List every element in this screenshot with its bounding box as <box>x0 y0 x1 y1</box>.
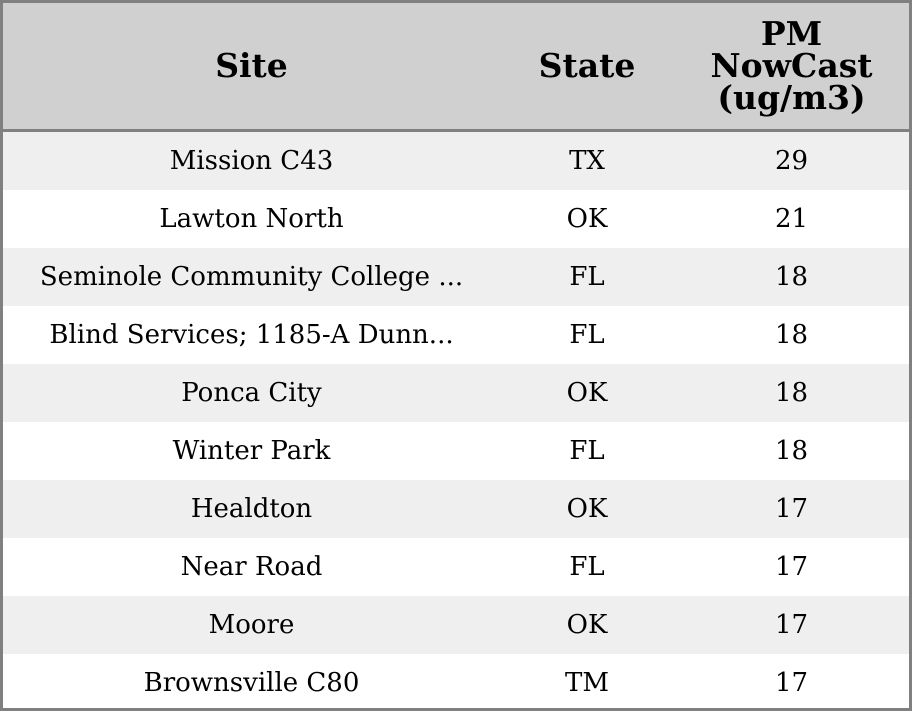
cell-state: FL <box>569 262 605 292</box>
cell-pm-value: 21 <box>774 204 809 234</box>
cell-pm-value: 17 <box>774 552 809 582</box>
cell-pm-value: 18 <box>774 320 809 350</box>
cell-state: TM <box>565 668 609 698</box>
cell-state: OK <box>566 378 608 408</box>
header-site: Site <box>215 46 288 85</box>
cell-state: TX <box>569 146 605 176</box>
table-row: Seminole Community College ... FL 18 <box>3 248 909 306</box>
cell-pm-value: 17 <box>774 668 809 698</box>
cell-state: OK <box>566 494 608 524</box>
cell-site: Ponca City <box>181 378 322 408</box>
table-row: Moore OK 17 <box>3 596 909 654</box>
table-row: Near Road FL 17 <box>3 538 909 596</box>
cell-site: Lawton North <box>159 204 344 234</box>
cell-site: Near Road <box>180 552 323 582</box>
table-row: Winter Park FL 18 <box>3 422 909 480</box>
cell-site: Mission C43 <box>169 146 334 176</box>
cell-site: Seminole Community College ... <box>39 262 464 292</box>
cell-pm-value: 18 <box>774 262 809 292</box>
cell-pm-value: 18 <box>774 436 809 466</box>
cell-site: Winter Park <box>172 436 331 466</box>
cell-state: FL <box>569 320 605 350</box>
cell-state: OK <box>566 610 608 640</box>
table-row: Brownsville C80 TM 17 <box>3 654 909 708</box>
cell-state: FL <box>569 436 605 466</box>
table-row: Mission C43 TX 29 <box>3 132 909 190</box>
cell-pm-value: 29 <box>774 146 809 176</box>
cell-pm-value: 17 <box>774 610 809 640</box>
cell-site: Moore <box>208 610 295 640</box>
table-row: Healdton OK 17 <box>3 480 909 538</box>
table-row: Blind Services; 1185-A Dunn... FL 18 <box>3 306 909 364</box>
header-pm-nowcast: PM NowCast (ug/m3) <box>710 14 873 117</box>
cell-pm-value: 17 <box>774 494 809 524</box>
cell-state: FL <box>569 552 605 582</box>
table-row: Ponca City OK 18 <box>3 364 909 422</box>
table-row: Lawton North OK 21 <box>3 190 909 248</box>
cell-state: OK <box>566 204 608 234</box>
cell-site: Brownsville C80 <box>143 668 360 698</box>
cell-site: Healdton <box>190 494 313 524</box>
cell-site: Blind Services; 1185-A Dunn... <box>49 320 454 350</box>
header-state: State <box>538 46 636 85</box>
table-header-row: Site State PM NowCast (ug/m3) <box>3 3 909 132</box>
cell-pm-value: 18 <box>774 378 809 408</box>
